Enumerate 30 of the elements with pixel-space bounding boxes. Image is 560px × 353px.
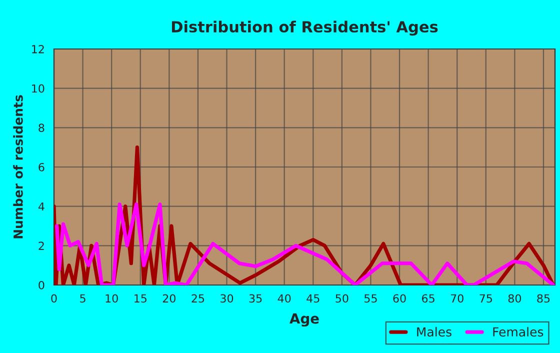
y-tick-label: 6: [38, 162, 44, 172]
x-tick-label: 75: [480, 294, 492, 303]
y-tick-label: 2: [38, 242, 44, 250]
x-tick-label: 60: [393, 294, 406, 303]
y-tick-label: 10: [32, 84, 44, 93]
x-tick-label: 65: [422, 294, 434, 303]
y-tick-label: 4: [38, 202, 44, 211]
chart-title: Distribution of Residents' Ages: [172, 20, 438, 36]
y-tick-label: 0: [38, 280, 44, 290]
x-axis-title: Age: [290, 313, 319, 327]
y-tick-label: 8: [38, 124, 44, 132]
x-tick-label: 20: [162, 294, 176, 303]
x-tick-label: 50: [336, 294, 348, 303]
y-tick-label: 12: [32, 44, 44, 54]
x-tick-label: 15: [134, 294, 146, 303]
legend-label: Females: [493, 326, 544, 337]
legend-label: Males: [417, 326, 452, 337]
x-tick-label: 55: [364, 294, 377, 303]
x-tick-label: 25: [192, 294, 204, 303]
x-tick-label: 45: [306, 294, 320, 303]
x-tick-label: 0: [51, 294, 57, 303]
x-tick-label: 85: [537, 294, 550, 303]
y-axis-title: Number of residents: [13, 95, 23, 238]
x-tick-label: 30: [220, 294, 234, 303]
x-tick-label: 80: [508, 294, 522, 303]
x-tick-label: 40: [278, 294, 291, 303]
x-tick-label: 35: [249, 294, 262, 303]
x-tick-label: 10: [106, 294, 118, 303]
x-tick-label: 70: [450, 294, 464, 303]
x-tick-label: 5: [80, 294, 86, 303]
